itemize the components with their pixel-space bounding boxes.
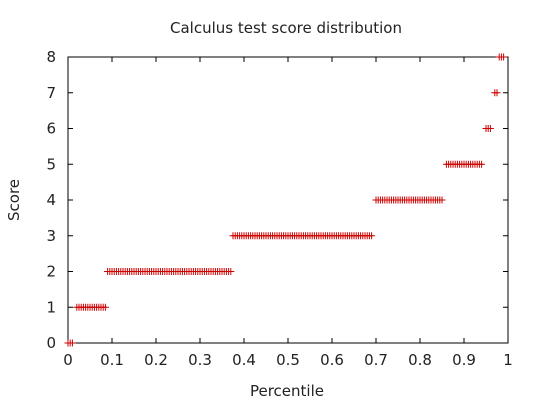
data-point: [68, 339, 76, 347]
y-tick-label: 7: [46, 84, 56, 102]
data-point: [493, 89, 501, 97]
data-point: [500, 53, 508, 61]
chart-title: Calculus test score distribution: [170, 19, 402, 37]
y-tick-label: 2: [46, 263, 56, 281]
x-tick-label: 0.9: [452, 351, 476, 369]
data-point: [227, 268, 235, 275]
y-tick-label: 1: [46, 298, 56, 316]
x-tick-label: 0.8: [408, 351, 432, 369]
x-tick-label: 1: [503, 351, 513, 369]
x-tick-label: 0.2: [144, 351, 168, 369]
x-tick-label: 0.3: [188, 351, 212, 369]
data-points: [64, 53, 508, 347]
y-tick-label: 6: [46, 120, 56, 138]
y-ticks: 0 1 2 3 4 5 6 7 8: [46, 48, 508, 352]
data-point: [478, 160, 486, 168]
y-tick-label: 5: [46, 155, 56, 173]
y-axis-label: Score: [5, 179, 23, 221]
x-tick-label: 0: [63, 351, 73, 369]
y-tick-label: 4: [46, 191, 56, 209]
x-tick-label: 0.6: [320, 351, 344, 369]
y-tick-label: 8: [46, 48, 56, 66]
y-tick-label: 0: [46, 334, 56, 352]
x-tick-label: 0.4: [232, 351, 256, 369]
x-tick-label: 0.5: [276, 351, 300, 369]
y-tick-label: 3: [46, 227, 56, 245]
data-point: [438, 196, 446, 204]
data-point: [101, 303, 109, 311]
x-axis-label: Percentile: [250, 382, 324, 400]
x-tick-label: 0.1: [100, 351, 124, 369]
data-point: [486, 125, 494, 132]
x-tick-label: 0.7: [364, 351, 388, 369]
x-ticks: 0 0.1 0.2 0.3 0.4 0.5 0.6 0.7 0.8 0.9 1: [63, 57, 513, 369]
data-point: [368, 232, 376, 240]
